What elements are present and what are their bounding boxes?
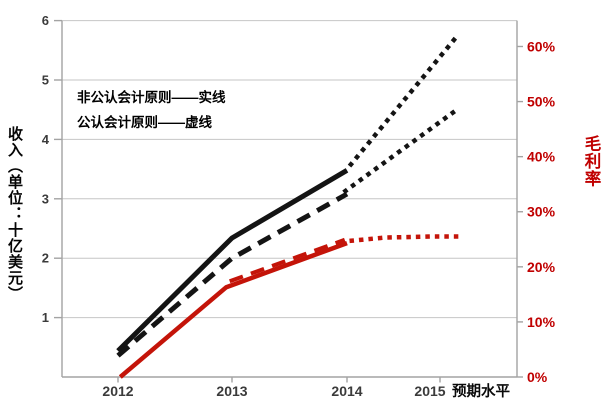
left-axis-tick-label: 5 xyxy=(42,73,49,88)
margin-nongaap-actual-line xyxy=(118,240,348,379)
right-axis-tick-label: 20% xyxy=(527,259,556,275)
left-axis-tick-label: 6 xyxy=(42,13,49,28)
x-axis-tick-label: 2014 xyxy=(331,383,362,399)
legend-line-gaap: 公认会计原则——虚线 xyxy=(77,115,212,130)
revenue-nongaap-forecast-line xyxy=(347,33,460,168)
x-axis-tick-label: 2013 xyxy=(216,383,247,399)
margin-gaap-actual-line xyxy=(229,237,346,284)
left-axis-tick-label: 4 xyxy=(42,132,50,147)
left-axis-tick-label: 3 xyxy=(42,191,49,206)
revenue-gaap-forecast-line xyxy=(342,108,458,195)
right-axis-tick-label: 0% xyxy=(527,369,548,385)
x-axis-tick-label: 2012 xyxy=(102,383,133,399)
x-axis-tick-label: 2015 xyxy=(414,383,445,399)
margin-forecast-line xyxy=(349,234,463,244)
right-axis-tick-label: 40% xyxy=(527,149,556,165)
x-axis-annotation: 预期水平 xyxy=(452,382,510,400)
right-axis-tick-label: 60% xyxy=(527,38,556,54)
left-axis-tick-label: 1 xyxy=(42,310,49,325)
right-axis-tick-label: 10% xyxy=(527,314,556,330)
legend-line-nongaap: 非公认会计原则——实线 xyxy=(77,90,226,105)
revenue-gaap-actual-line xyxy=(116,191,349,358)
legend: 非公认会计原则——实线 公认会计原则——虚线 xyxy=(77,85,226,135)
left-axis-tick-label: 2 xyxy=(42,251,49,266)
right-axis-title: 毛利率 xyxy=(582,135,600,188)
left-axis-title: 收入（单位：十亿美元） xyxy=(6,126,23,302)
right-axis-tick-label: 30% xyxy=(527,204,556,220)
right-axis-tick-label: 50% xyxy=(527,94,556,110)
revenue-nongaap-actual-line xyxy=(116,168,349,353)
